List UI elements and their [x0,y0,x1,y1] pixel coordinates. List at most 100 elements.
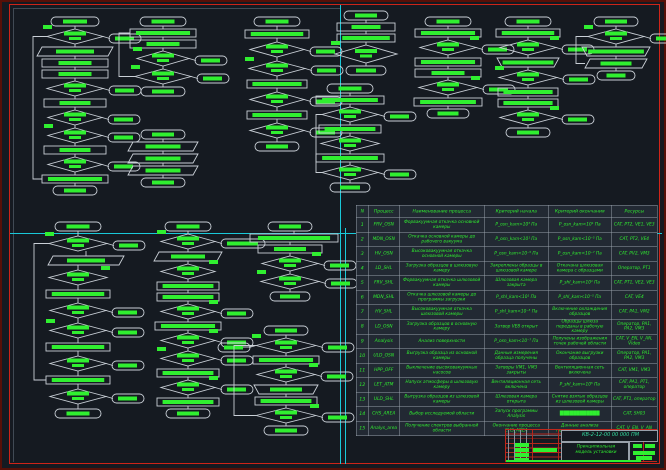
table-cell: Выбор исследуемой области [399,406,485,422]
table-row: 8 LD_OSN Загрузка образцов в основную каме… [356,319,658,335]
drawing-title-line2: модель установки [575,449,617,455]
table-row: 14 CHS_AREA Выбор исследуемой области Запус… [356,406,658,422]
table-cell: ULD_OSN [368,348,400,364]
process-table-wrap: N Процесс Наименование процесса Критерий на… [356,205,658,436]
table-cell: P_osn_kam<10⁻⁵ Па [484,246,549,262]
construction-line-horizontal [10,233,662,234]
table-cell: P_shl_kam<10⁻⁵ Па [484,304,549,320]
table-cell: 9 [356,333,369,349]
table-cell: Окончание выгрузки образцов [548,348,612,364]
table-cell: CHS_AREA [368,406,400,422]
flowchart-analysis [331,10,399,76]
flowchart-mdn-osn [118,16,230,97]
table-cell: 5 [356,275,369,291]
flowchart-chs-area [217,325,355,436]
table-cell: 7 [356,304,369,320]
table-row: 10 ULD_OSN Выгрузка образца из основной ка… [356,348,658,364]
table-cell: Получение спектров выбранной области [399,420,485,436]
table-cell: Загрузка образцов в шлюзовую камеру [399,261,485,276]
table-cell: P_shl_kam<10¹ Па [484,290,549,305]
document-number-cell: КВ-2-12-00 00 000 ПМ [561,430,658,442]
table-cell: P_osn_kam<10¹ Па [484,232,549,247]
table-cell: Напуск атмосферы в шлюзовую камеру [399,377,485,393]
table-cell: Analysis [368,333,400,349]
signature-mark [533,448,557,452]
table-cell: FRV_OSN [368,217,400,233]
table-cell: LET_ATM [368,377,400,393]
table-cell: Включение охлаждения образцов [548,304,612,320]
table-header-cell: N [356,205,369,218]
table-cell: P_osn_kam<10¹ Па [548,217,612,233]
table-cell: 12 [356,377,369,393]
table-cell: 3 [356,246,369,262]
table-cell: Оператор, PA1, PA2, VM3 [611,319,658,335]
table-cell: P_osn_kam>10³ Па [484,217,549,233]
table-header-row: N Процесс Наименование процесса Критерий на… [356,205,658,218]
table-row: 12 LET_ATM Напуск атмосферы в шлюзовую кам… [356,377,658,393]
table-cell: P_osn_kam<10⁻⁷ Па [548,246,612,262]
flowchart-hv-shl [413,16,516,119]
flowchart-ld-shl [33,221,146,419]
table-cell: CAT, VE4 [611,290,658,305]
table-cell: 6 [356,290,369,305]
table-cell: Откачана шлюзовая камера с образцами [548,261,612,276]
table-row: 11 HPP_OFF Выключение высоковакуумных насо… [356,362,658,378]
table-cell: Снятие взятых образцов из шлюзовой камер… [548,391,612,407]
flowchart-ld-osn [153,221,266,419]
table-cell: Откачка основной камеры до рабочего ваку… [399,232,485,247]
stamp-mark [633,444,642,448]
table-cell: Оператор, PA1, PA2, VM3 [611,348,658,364]
viewport-border-top [13,8,340,9]
table-cell: P_shl_kam<10¹ Па [548,275,612,291]
table-header-cell: Ресурсы [611,205,658,218]
table-header-cell: Критерий начала [484,205,549,218]
table-cell: CAT, PT2, VE4 [611,232,658,247]
table-header-cell: Наименование процесса [399,205,485,218]
table-row: 7 HV_SHL Высоковакуумная откачка шлюзовой … [356,304,658,320]
construction-line-vertical-1 [340,5,341,464]
table-row: 3 HV_OSN Высоковакуумная откачка основной … [356,246,658,262]
table-cell: Форвакуумная откачка шлюзовой камеры [399,275,485,291]
table-cell: HV_SHL [368,304,400,320]
table-cell: CAT, PT1, VE2, VE3 [611,275,658,291]
table-cell: Шлюзовая камера закрыта [484,275,549,291]
title-block-grid-line [532,430,533,461]
title-block-bottom-line [506,459,641,462]
table-cell: 4 [356,261,369,276]
table-cell: 11 [356,362,369,378]
table-cell: CAT, SH03 [611,406,658,422]
table-cell: LD_OSN [368,319,400,335]
table-cell: CAT, VM1, VM3 [611,362,658,378]
table-cell: ████████████ [548,406,612,422]
table-cell: CAT, PA1, PT1, оператор [611,377,658,393]
table-cell: HPP_OFF [368,362,400,378]
table-cell: 2 [356,232,369,247]
table-cell: Analys_area [368,420,400,436]
table-header-cell: Критерий окончания [548,205,612,218]
table-cell: Высоковакуумная откачка шлюзовой камеры [399,304,485,320]
table-row: 9 Analysis Анализ поверхности P_osn_kam<10⁻… [356,333,658,349]
table-cell: Высоковакуумная откачка основной камеры [399,246,485,262]
table-cell: Выгрузка образцов из шлюзовой камеры [399,391,485,407]
process-table: N Процесс Наименование процесса Критерий на… [356,205,658,436]
drawing-title: Принципиальная модель установки [562,444,628,455]
table-row: 13 ULD_SHL Выгрузка образцов из шлюзовой к… [356,391,658,407]
flowchart-let-atm [315,83,417,193]
table-cell: CAT, PT2, VE1, VE3 [611,217,658,233]
table-cell: P_osn_kam<10⁻⁷ Па [484,333,549,349]
table-cell: CAT, PV2, VM3 [611,246,658,262]
table-row: 1 FRV_OSN Форвакуумная откачка основной ка… [356,217,658,233]
stamp-mark [645,444,655,448]
signature-mark [515,448,529,452]
table-cell: CAT, PA1, VM2 [611,304,658,320]
title-block: КВ-2-12-00 00 000 ПМ Принципиальная моде… [505,429,658,462]
table-cell: LD_SHL [368,261,400,276]
table-cell: P_shl_kam<10⁻⁵ Па [548,290,612,305]
flowchart-io-list [127,129,199,188]
viewport-border-left [13,8,14,462]
table-cell: Шлюзовая камера открыта [484,391,549,407]
stamp-mark [636,456,652,460]
drawing-title-cell: Принципиальная модель установки [561,442,629,461]
